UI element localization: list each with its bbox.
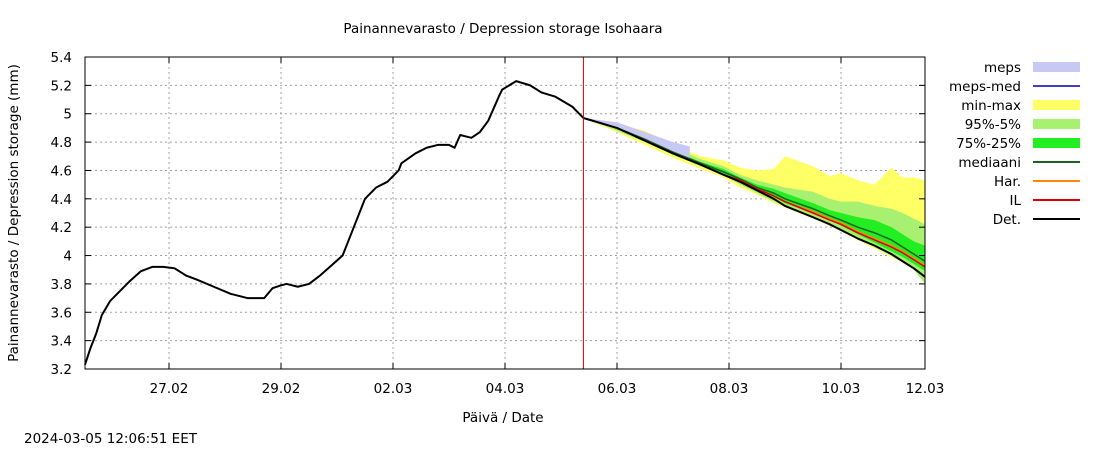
x-axis-label: Päivä / Date xyxy=(462,410,543,426)
y-tick-label: 5.2 xyxy=(51,78,72,94)
grid xyxy=(85,57,925,369)
x-tick-label: 04.03 xyxy=(486,381,525,397)
y-tick-label: 3.2 xyxy=(51,362,72,378)
legend-label-75-25: 75%-25% xyxy=(956,136,1021,152)
chart-title: Painannevarasto / Depression storage Iso… xyxy=(343,21,662,37)
legend-label-meps: meps xyxy=(984,60,1021,76)
axes: 3.2 3.4 3.6 3.8 4 4.2 4.4 4.6 4.8 5 5.2 5.4 27.02 29.… xyxy=(51,50,945,397)
bands xyxy=(583,117,925,284)
y-tick-label: 4.8 xyxy=(51,135,72,151)
legend-label-har: Har. xyxy=(994,174,1021,190)
legend-swatch-min-max xyxy=(1033,100,1080,110)
legend-swatch-75-25 xyxy=(1033,138,1080,148)
line-det xyxy=(583,117,926,278)
y-tick-label: 3.6 xyxy=(51,305,72,321)
y-tick-label: 3.8 xyxy=(51,277,72,293)
legend-swatch-95-5 xyxy=(1033,119,1080,129)
line-mediaani xyxy=(583,117,926,262)
x-tick-label: 08.03 xyxy=(710,381,749,397)
lines xyxy=(84,57,926,369)
legend-swatch-meps xyxy=(1033,62,1080,72)
timestamp: 2024-03-05 12:06:51 EET xyxy=(24,431,198,447)
y-axis-label: Painannevarasto / Depression storage (mm… xyxy=(6,64,22,362)
y-tick-label: 5 xyxy=(63,107,72,123)
legend: meps meps-med min-max 95%-5% 75%-25% mediaani… xyxy=(949,60,1080,228)
band-min-max xyxy=(583,117,925,277)
legend-label-95-5: 95%-5% xyxy=(965,117,1021,133)
x-tick-label: 10.03 xyxy=(822,381,861,397)
x-tick-label: 06.03 xyxy=(598,381,637,397)
line-observed xyxy=(84,80,585,366)
legend-label-min-max: min-max xyxy=(961,98,1021,114)
y-tick-label: 4.6 xyxy=(51,163,72,179)
y-tick-label: 3.4 xyxy=(51,334,72,350)
y-tick-label: 5.4 xyxy=(51,50,72,66)
x-tick-label: 29.02 xyxy=(262,381,301,397)
legend-label-det: Det. xyxy=(993,212,1021,228)
y-tick-label: 4.4 xyxy=(51,192,72,208)
y-tick-label: 4 xyxy=(63,249,72,265)
y-tick-label: 4.2 xyxy=(51,220,72,236)
legend-label-meps-med: meps-med xyxy=(949,79,1021,95)
legend-label-mediaani: mediaani xyxy=(958,155,1021,171)
legend-label-il: IL xyxy=(1009,193,1021,209)
x-tick-label: 12.03 xyxy=(906,381,945,397)
x-tick-label: 27.02 xyxy=(150,381,189,397)
x-tick-label: 02.03 xyxy=(374,381,413,397)
